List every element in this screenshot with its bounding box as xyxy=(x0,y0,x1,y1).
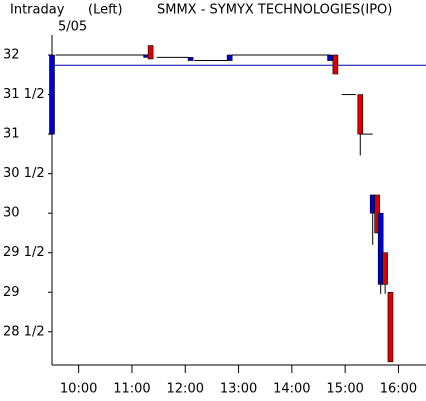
y-tick-label: 31 xyxy=(3,127,20,142)
x-tick-label: 16:00 xyxy=(380,382,417,397)
candle-body xyxy=(377,212,384,285)
y-tick-label: 28 1/2 xyxy=(3,324,45,339)
chart-subtitle: (Left) xyxy=(88,3,123,18)
symbol: SMMX - SYMYX TECHNOLOGIES(IPO) xyxy=(157,3,392,18)
y-tick-label: 29 xyxy=(3,285,20,300)
y-tick-label: 30 xyxy=(3,206,20,221)
date: 5/05 xyxy=(58,20,87,35)
x-tick-label: 10:00 xyxy=(60,382,97,397)
x-tick-label: 12:00 xyxy=(167,382,204,397)
candle-body xyxy=(332,54,339,75)
y-tick-label: 32 xyxy=(3,48,20,63)
candle-body xyxy=(382,252,388,285)
candle-body xyxy=(147,45,154,60)
y-tick-label: 30 1/2 xyxy=(3,166,45,181)
y-tick-label: 29 1/2 xyxy=(3,245,45,260)
x-tick-label: 11:00 xyxy=(113,382,150,397)
chart-title: Intraday xyxy=(10,3,65,18)
candle-body xyxy=(387,291,394,363)
x-tick-label: 15:00 xyxy=(326,382,363,397)
x-tick-label: 14:00 xyxy=(273,382,310,397)
candle-body xyxy=(187,57,194,61)
candle-body xyxy=(49,54,55,135)
candle-body xyxy=(226,54,233,61)
y-tick-label: 31 1/2 xyxy=(3,87,45,102)
candle-body xyxy=(327,54,333,61)
candle-body xyxy=(357,94,364,135)
x-tick-label: 13:00 xyxy=(220,382,257,397)
